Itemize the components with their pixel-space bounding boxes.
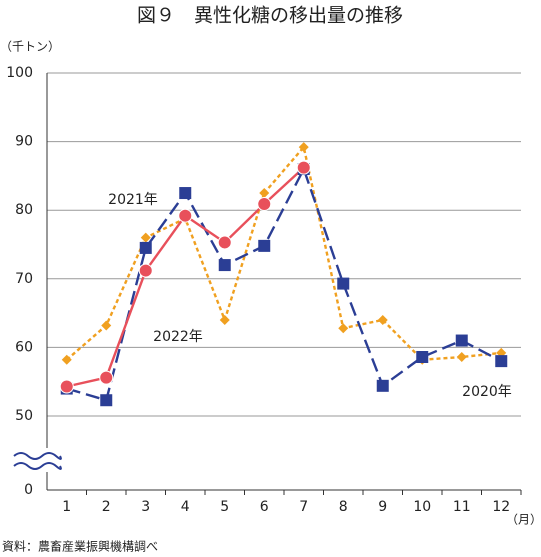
y-tick-label: 80 [15,202,33,218]
y-axis-unit: （千トン） [0,40,60,54]
point [338,323,349,334]
point [376,379,389,392]
point [140,232,151,243]
point [495,355,508,368]
point [455,334,468,347]
y-tick-label: 60 [15,339,33,355]
point [178,208,193,223]
x-tick-label: 9 [378,499,387,515]
point [99,370,114,385]
x-tick-label: 8 [339,499,348,515]
x-tick-label: 7 [299,499,308,515]
source-note: 資料：農畜産業振興機構調べ [2,539,158,554]
x-tick-label: 1 [62,499,71,515]
x-axis-unit: （月） [506,513,541,527]
x-tick-label: 2 [102,499,111,515]
y-tick-label: 70 [15,271,33,287]
series-line [65,144,502,361]
point [259,188,270,199]
series-label: 2022年 [153,329,203,345]
y-tick-label: 100 [6,65,33,81]
y-tick-label: 0 [24,482,33,498]
x-tick-label: 6 [260,499,269,515]
point [219,314,230,325]
point [139,241,152,254]
point [258,239,271,252]
x-tick-label: 10 [413,499,431,515]
point [217,235,232,250]
point [298,142,309,153]
point [100,394,113,407]
y-tick-label: 90 [15,134,33,150]
point [61,354,72,365]
point [296,160,311,175]
point [337,277,350,290]
x-tick-label: 11 [453,499,471,515]
x-tick-label: 5 [220,499,229,515]
y-tick-label: 50 [15,408,33,424]
point [257,197,272,212]
point [416,351,429,364]
point [138,263,153,278]
series-line [66,165,502,402]
x-tick-label: 4 [181,499,190,515]
series-label: 2021年 [108,192,158,208]
x-tick-label: 3 [141,499,150,515]
x-tick-label: 12 [492,499,510,515]
point [101,320,112,331]
point [456,352,467,363]
axis-break [12,448,62,472]
point [179,187,192,200]
chart-title: 図９ 異性化糖の移出量の推移 [137,5,403,27]
point [59,379,74,394]
point [377,314,388,325]
series-label: 2020年 [462,384,512,400]
point [218,259,231,272]
